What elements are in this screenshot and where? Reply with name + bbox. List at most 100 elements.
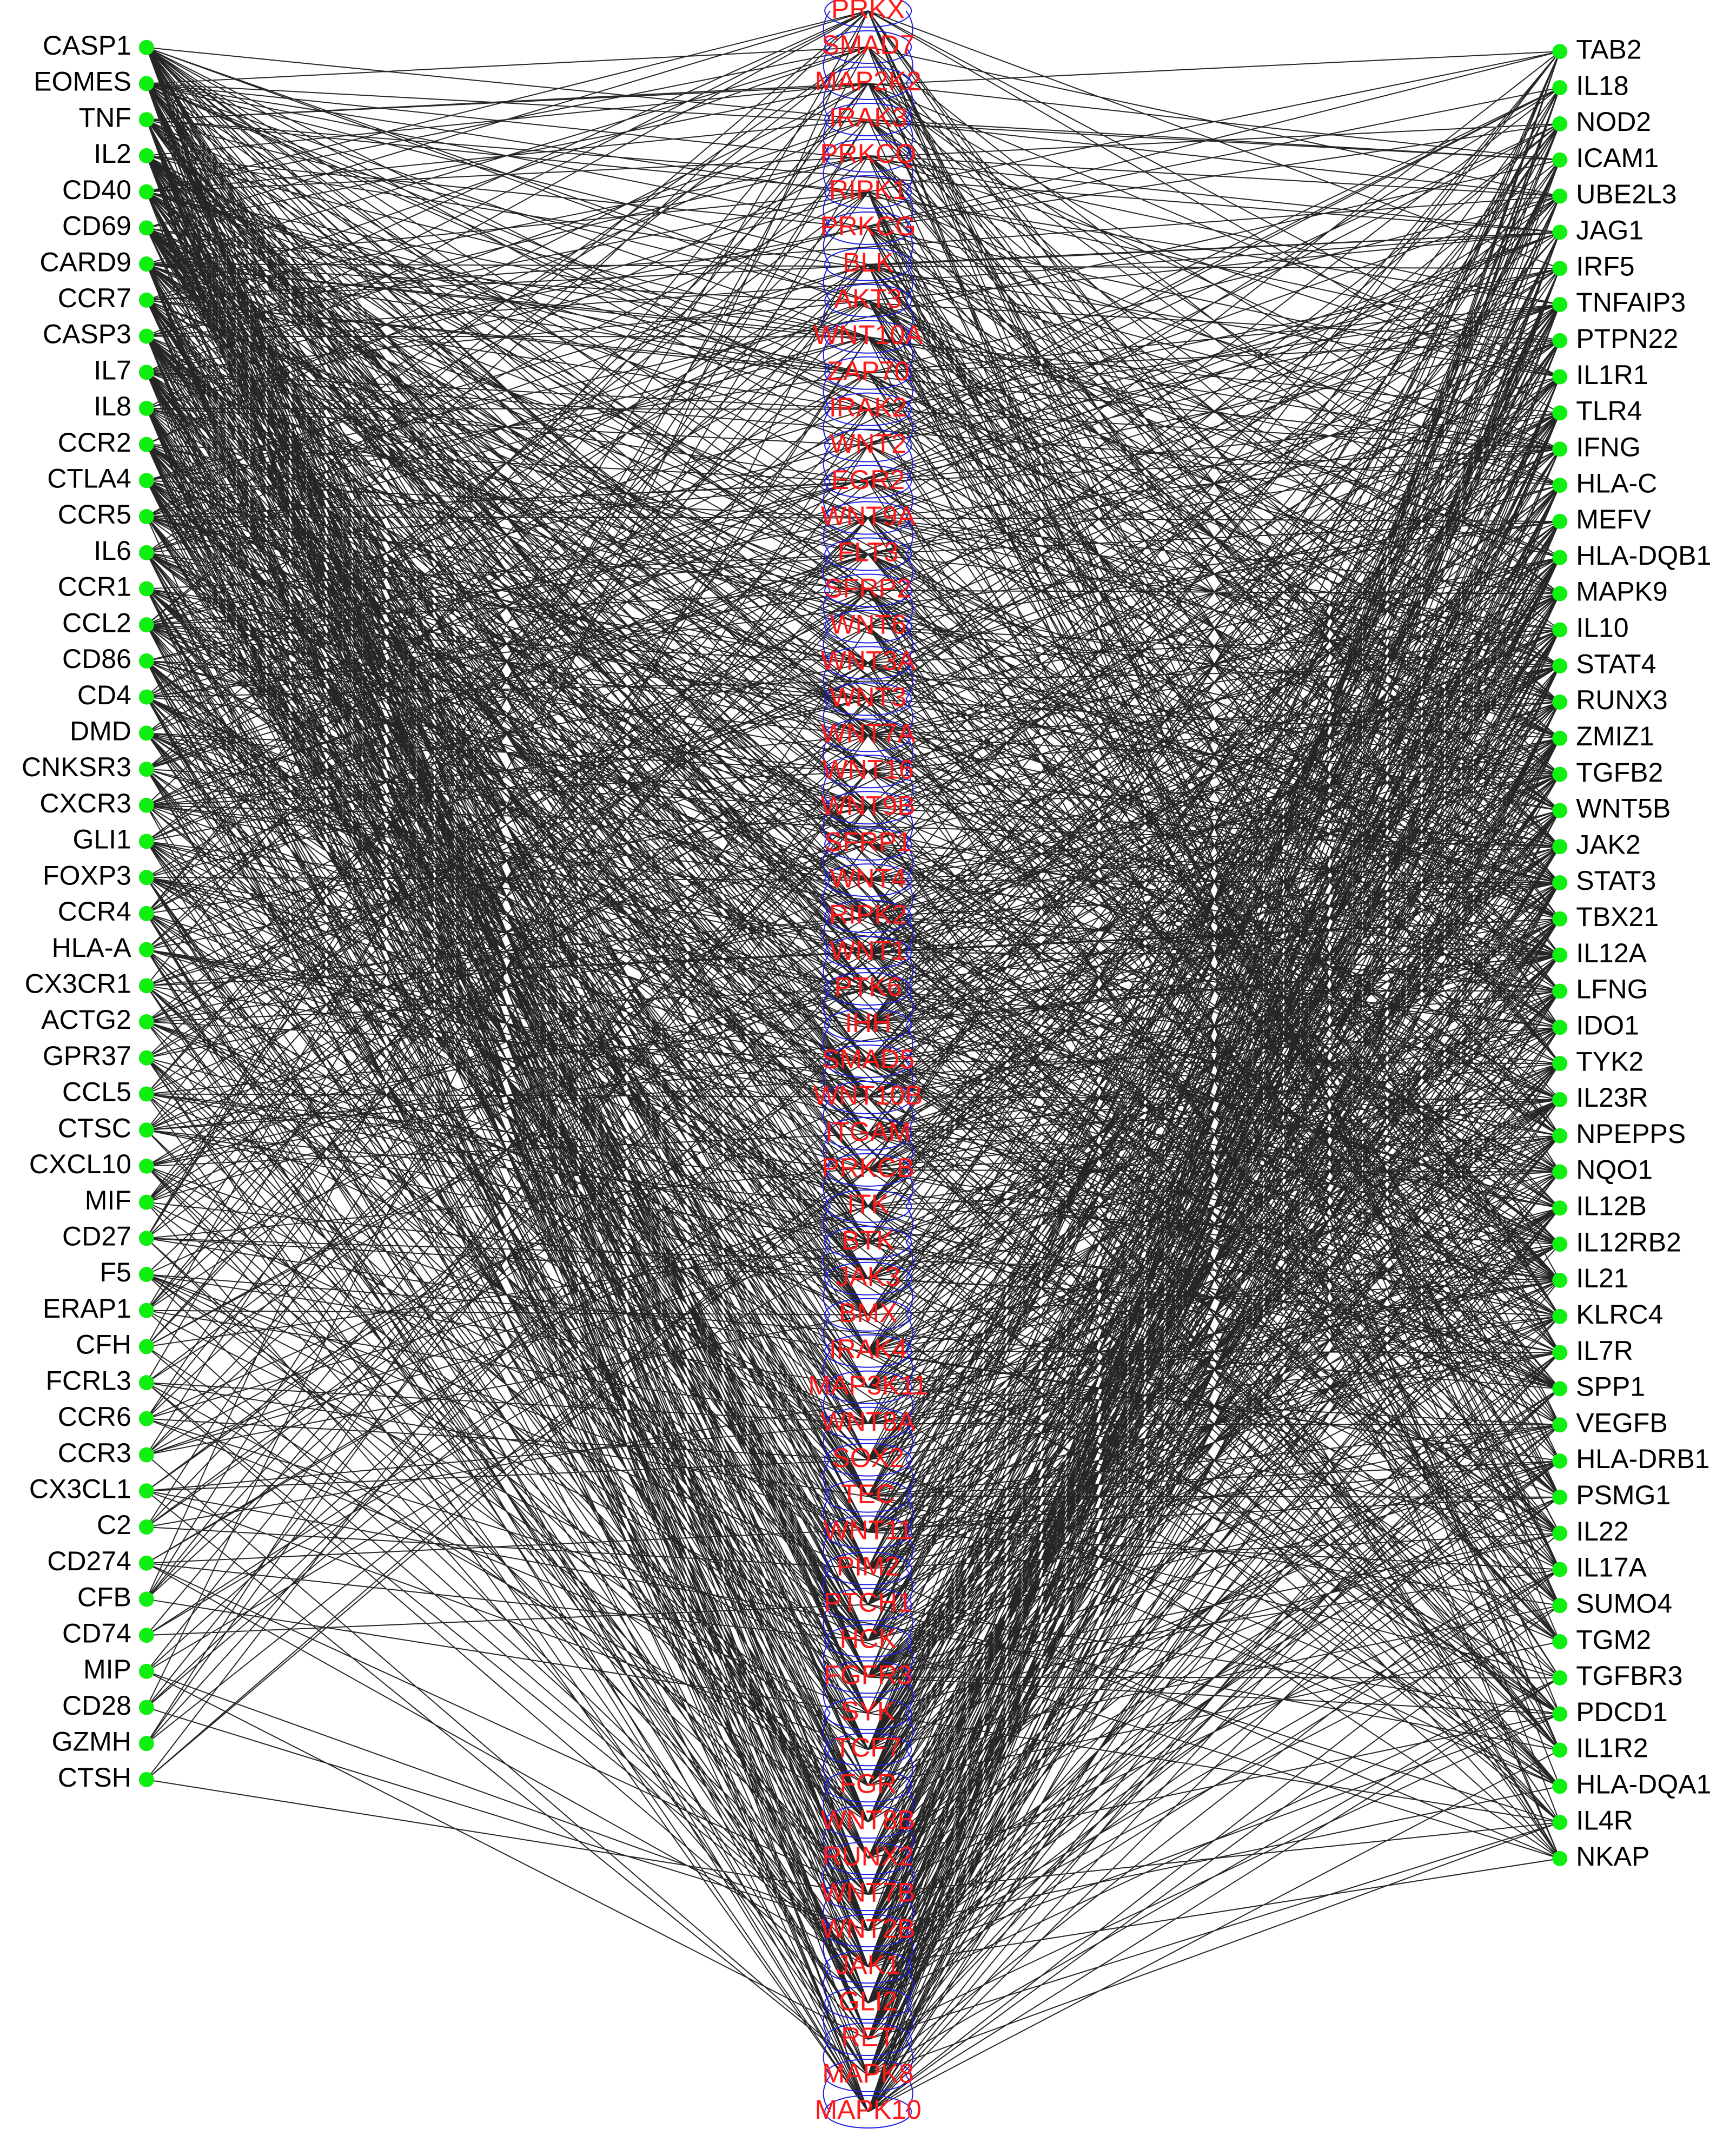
right-label: IL12B: [1576, 1191, 1647, 1221]
edges: [145, 10, 1561, 2112]
left-label: IL2: [94, 138, 131, 169]
right-node: [1552, 1634, 1568, 1650]
middle-node: [824, 392, 912, 426]
left-label: FCRL3: [45, 1365, 131, 1396]
middle-label: RUNX2: [822, 1841, 913, 1871]
right-node: [1552, 1670, 1568, 1685]
middle-node: [824, 900, 912, 934]
right-label: IL12RB2: [1576, 1227, 1681, 1257]
left-node: [138, 1194, 154, 1210]
left-node: [138, 437, 154, 452]
right-node: [1552, 766, 1568, 782]
left-node: [138, 1267, 154, 1283]
middle-label: RET: [841, 2022, 895, 2052]
right-node: [1552, 1308, 1568, 1324]
left-label: CD69: [62, 211, 131, 241]
left-label: CCL2: [62, 607, 131, 638]
middle-node: [824, 1008, 912, 1042]
middle-node: [824, 30, 912, 64]
middle-label: WNT1: [830, 935, 906, 966]
left-node: [138, 39, 154, 55]
left-label: CCR4: [58, 896, 131, 927]
middle-label: WNT4: [830, 863, 906, 893]
right-label: ZMIZ1: [1576, 721, 1654, 751]
left-node: [138, 1375, 154, 1391]
left-label: ERAP1: [43, 1293, 131, 1324]
middle-node: [824, 755, 912, 789]
right-label: HLA-DQA1: [1576, 1769, 1711, 1800]
edge-lines: [145, 10, 1561, 2112]
right-label: IL22: [1576, 1516, 1628, 1546]
middle-node: [824, 1624, 912, 1658]
middle-node: [824, 501, 912, 535]
left-node: [138, 1483, 154, 1499]
middle-node: [824, 1443, 912, 1477]
middle-node: [824, 1116, 912, 1151]
middle-label: WNT9A: [821, 501, 916, 531]
middle-node: [824, 646, 912, 680]
right-label: NQO1: [1576, 1155, 1653, 1185]
right-label: JAG1: [1576, 215, 1644, 246]
right-node: [1552, 622, 1568, 638]
middle-node: [824, 283, 912, 318]
left-label: F5: [100, 1257, 131, 1287]
middle-label: MAPK10: [814, 2094, 921, 2125]
right-label: HLA-DQB1: [1576, 540, 1711, 571]
right-node: [1552, 152, 1568, 168]
right-label: TAB2: [1576, 35, 1641, 65]
right-label: MAPK9: [1576, 577, 1668, 607]
left-label: MIP: [83, 1654, 131, 1684]
right-label: STAT4: [1576, 649, 1656, 679]
left-label: IL7: [94, 355, 131, 385]
left-label: CXCR3: [39, 788, 131, 818]
middle-node: [824, 972, 912, 1006]
left-label: EOMES: [34, 67, 131, 97]
left-label: CTSH: [58, 1762, 131, 1793]
right-node: [1552, 1598, 1568, 1614]
middle-node: [824, 1298, 912, 1332]
middle-label: WNT9B: [821, 790, 916, 821]
right-node: [1552, 513, 1568, 529]
left-node: [138, 292, 154, 308]
left-label: CCR7: [58, 283, 131, 313]
right-node: [1552, 369, 1568, 385]
left-label: CCR5: [58, 499, 131, 530]
middle-label: HCK: [839, 1624, 897, 1654]
middle-label: ITGAM: [825, 1116, 911, 1147]
middle-label: WNT11: [823, 1515, 913, 1545]
middle-label: TCF7: [834, 1733, 902, 1763]
right-node: [1552, 116, 1568, 131]
right-label: LFNG: [1576, 974, 1648, 1004]
middle-node: [824, 1914, 912, 1948]
middle-nodes: PRKX SMAD7 MAP2K2 IRAK3 PRKCQ RIPK1 PRKCG BLK AK…: [808, 0, 928, 2129]
right-node: [1552, 478, 1568, 493]
middle-label: BTK: [842, 1225, 894, 1255]
middle-node: [824, 356, 912, 390]
left-label: CD28: [62, 1690, 131, 1721]
right-node: [1552, 1092, 1568, 1107]
left-node: [138, 256, 154, 272]
middle-node: [824, 610, 912, 644]
left-label: CD40: [62, 175, 131, 205]
middle-node: [824, 175, 912, 209]
left-node: [138, 1411, 154, 1426]
middle-node: [824, 1153, 912, 1187]
right-node: [1552, 188, 1568, 204]
middle-node: [824, 247, 912, 281]
right-node: [1552, 1345, 1568, 1360]
middle-node: [824, 138, 912, 173]
right-label: KLRC4: [1576, 1299, 1663, 1330]
left-label: CASP1: [43, 30, 131, 61]
right-label: IL4R: [1576, 1805, 1633, 1835]
middle-label: PRKCB: [821, 1153, 915, 1183]
middle-label: MAP2K2: [814, 66, 921, 96]
left-node: [138, 689, 154, 705]
middle-node: [824, 1588, 912, 1622]
right-label: STAT3: [1576, 865, 1656, 896]
middle-label: RIPK1: [829, 175, 907, 205]
right-label: TBX21: [1576, 902, 1659, 932]
right-label: PSMG1: [1576, 1480, 1671, 1510]
right-label: RUNX3: [1576, 685, 1667, 715]
left-label: CCR1: [58, 572, 131, 602]
middle-node: [824, 1805, 912, 1839]
